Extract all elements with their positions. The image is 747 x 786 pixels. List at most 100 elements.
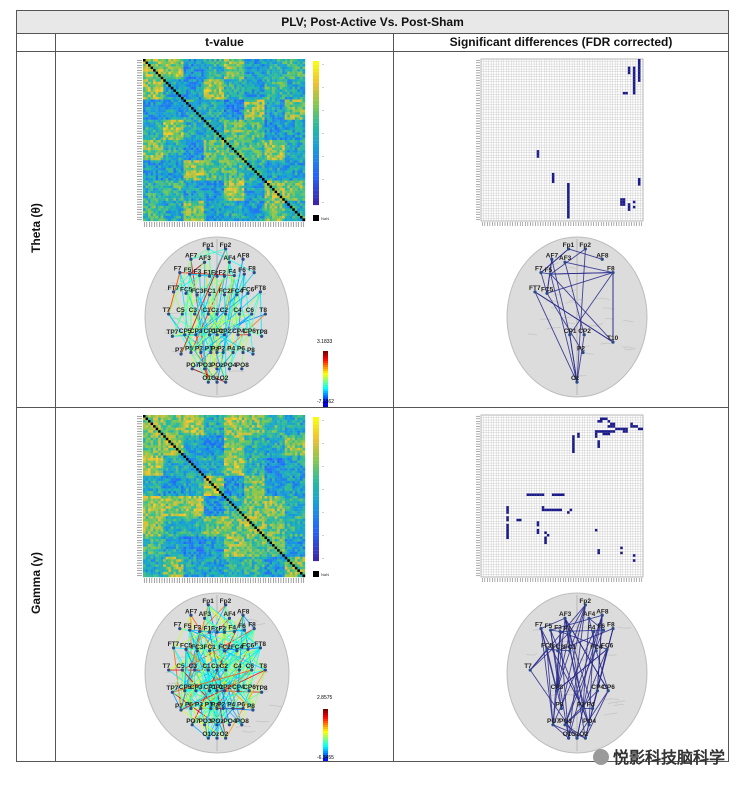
heatmap-cell <box>231 84 235 88</box>
significant-cell <box>551 172 555 176</box>
heatmap-cell <box>170 218 174 222</box>
heatmap-cell <box>148 203 151 207</box>
heatmap-cell <box>163 165 166 169</box>
heatmap-cell <box>231 177 235 181</box>
heatmap-cell <box>241 183 245 186</box>
heatmap-cell <box>163 86 166 90</box>
heatmap-cell <box>158 155 161 158</box>
heatmap-cell <box>244 170 247 174</box>
heatmap-cell <box>284 160 288 163</box>
heatmap-cell <box>163 198 166 201</box>
heatmap-cell <box>173 71 177 75</box>
heatmap-cell <box>148 79 151 82</box>
heatmap-cell <box>188 188 192 191</box>
heatmap-cell <box>143 119 146 123</box>
heatmap-canvas: NaN––––––– <box>137 415 329 583</box>
electrode-label: Fp2 <box>220 242 232 249</box>
heatmap-cell <box>297 119 301 123</box>
heatmap-cell <box>165 119 169 123</box>
significant-cell <box>620 198 623 201</box>
heatmap-cell <box>294 167 298 171</box>
heatmap-cell <box>264 205 268 209</box>
heatmap-cell <box>254 109 258 113</box>
heatmap-cell <box>231 193 235 196</box>
heatmap-cell <box>234 213 237 217</box>
heatmap-cell <box>289 129 293 133</box>
heatmap-cell <box>297 215 301 219</box>
electrode-node <box>215 350 219 355</box>
heatmap-cell <box>196 195 199 199</box>
heatmap-cell <box>153 96 156 100</box>
heatmap-cell <box>244 84 247 88</box>
heatmap-cell <box>292 122 296 126</box>
heatmap-cell <box>213 59 217 62</box>
heatmap-cell <box>188 107 192 110</box>
electrode-label: AF7 <box>185 252 198 259</box>
heatmap-cell <box>153 129 156 133</box>
colorbar-segment <box>313 129 319 134</box>
heatmap-cell <box>206 215 210 219</box>
heatmap-cell <box>231 59 235 62</box>
heatmap-cell <box>249 107 253 110</box>
heatmap-cell <box>165 122 169 126</box>
heatmap-cell <box>145 203 149 207</box>
heatmap-cell <box>201 167 204 171</box>
heatmap-cell <box>196 180 199 184</box>
heatmap-cell <box>201 127 204 131</box>
heatmap-cell <box>168 175 172 179</box>
heatmap-cell <box>155 172 159 176</box>
heatmap-cell <box>180 124 184 128</box>
heatmap-cell <box>267 114 270 118</box>
heatmap-cell <box>264 172 268 176</box>
heatmap-cell <box>279 167 283 171</box>
colorbar-tick: – <box>322 62 324 66</box>
heatmap-cell <box>244 59 247 62</box>
electrode-label: CP5 <box>179 328 192 335</box>
heatmap-cell <box>284 124 288 128</box>
heatmap-cell <box>251 180 255 184</box>
heatmap-cell <box>244 94 247 98</box>
heatmap-cell <box>251 145 255 148</box>
heatmap-cell <box>282 165 285 169</box>
heatmap-cell <box>158 195 161 199</box>
heatmap-cell <box>213 215 217 219</box>
heatmap-cell <box>160 127 164 131</box>
heatmap-cell <box>287 76 291 80</box>
heatmap-cell <box>158 112 161 115</box>
heatmap-cell <box>287 84 291 88</box>
heatmap-cell <box>254 185 258 189</box>
heatmap-cell <box>218 129 222 133</box>
heatmap-cell <box>143 200 146 204</box>
heatmap-cell <box>299 66 303 70</box>
heatmap-cell <box>150 71 154 75</box>
heatmap-cell <box>279 104 283 108</box>
heatmap-cell <box>244 107 247 110</box>
electrode-node <box>206 247 210 251</box>
heatmap-cell <box>145 170 149 174</box>
heatmap-cell <box>297 150 301 153</box>
heatmap-cell <box>287 165 291 169</box>
heatmap-cell <box>292 165 296 169</box>
heatmap-cell <box>272 66 275 70</box>
heatmap-cell <box>193 140 197 143</box>
significance-grid <box>476 58 644 226</box>
heatmap-cell <box>284 177 288 181</box>
heatmap-cell <box>256 117 260 120</box>
heatmap-cell <box>163 162 166 166</box>
heatmap-cell <box>251 157 255 161</box>
heatmap-cell <box>148 69 151 72</box>
heatmap-cell <box>203 208 207 212</box>
heatmap-cell <box>256 69 260 72</box>
heatmap-cell <box>170 69 174 72</box>
heatmap-cell <box>256 165 260 169</box>
heatmap-cell <box>165 175 169 179</box>
heatmap-cell <box>236 205 240 209</box>
heatmap-cell <box>249 84 253 88</box>
heatmap-cell <box>297 127 301 131</box>
electrode-label: C3 <box>189 307 198 314</box>
heatmap-cell <box>186 79 189 82</box>
heatmap-cell <box>284 218 288 222</box>
heatmap-cell <box>279 195 283 199</box>
heatmap-cell <box>158 175 161 179</box>
